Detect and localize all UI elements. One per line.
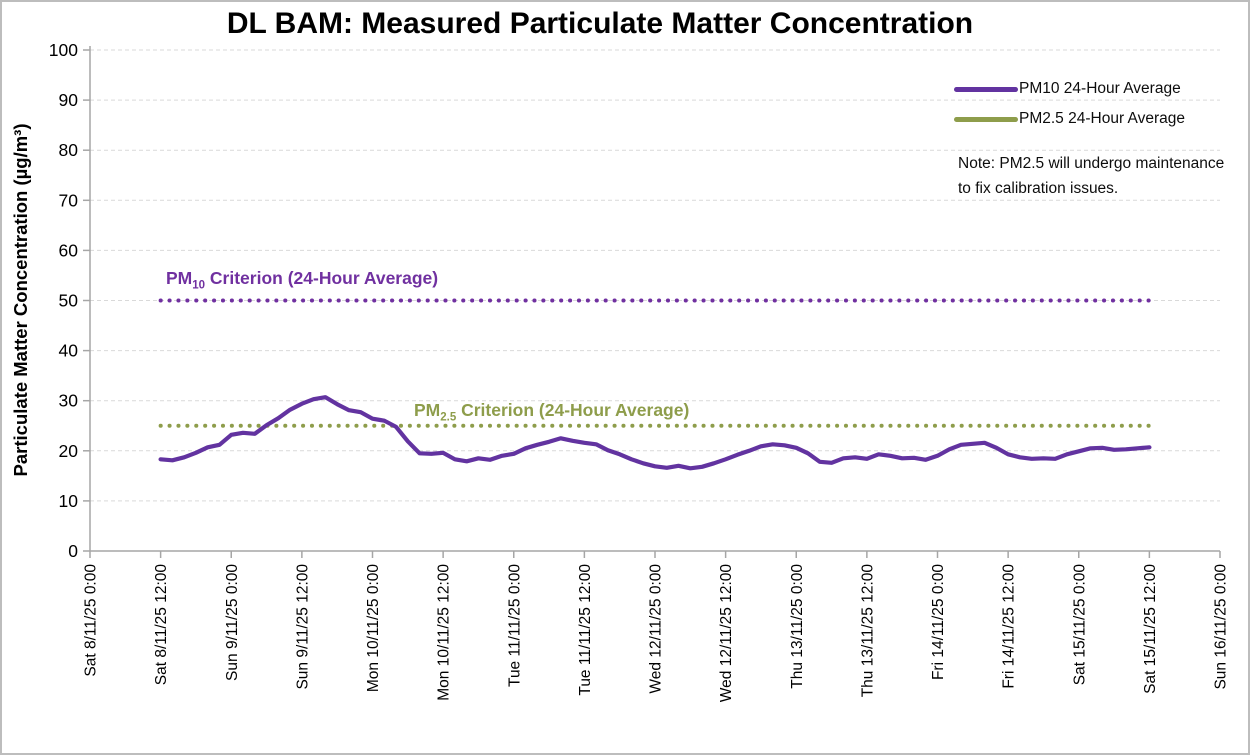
pm25-criterion-label-prefix: PM: [414, 400, 441, 420]
x-tick-label: Sat 8/11/25 12:00: [153, 564, 170, 686]
y-tick-label: 0: [68, 541, 78, 561]
x-tick-label: Mon 10/11/25 0:00: [365, 564, 382, 692]
y-tick-label: 90: [59, 90, 79, 110]
x-tick-label: Sat 15/11/25 0:00: [1071, 564, 1088, 686]
y-tick-label: 50: [59, 291, 79, 311]
x-tick-label: Sat 8/11/25 0:00: [83, 564, 100, 677]
y-tick-label: 40: [59, 341, 79, 361]
y-tick-label: 80: [59, 140, 79, 160]
legend-item-pm10: PM10 24-Hour Average: [954, 74, 1185, 104]
pm10-criterion-label-prefix: PM: [166, 268, 193, 288]
x-tick-label: Sat 15/11/25 12:00: [1142, 564, 1159, 694]
y-tick-label: 30: [59, 391, 79, 411]
x-tick-label: Sun 9/11/25 12:00: [294, 564, 311, 690]
legend-item-pm25: PM2.5 24-Hour Average: [954, 104, 1185, 134]
series-line-0: [158, 395, 1152, 471]
x-tick-label: Tue 11/11/25 0:00: [506, 564, 523, 687]
x-tick-label: Thu 13/11/25 0:00: [789, 564, 806, 689]
x-tick-label: Wed 12/11/25 12:00: [718, 564, 735, 703]
pm25-criterion-label: PM2.5 Criterion (24-Hour Average): [414, 400, 689, 424]
maintenance-note: Note: PM2.5 will undergo maintenance to …: [958, 155, 1225, 198]
data-series: [158, 395, 1152, 471]
x-tick-label: Fri 14/11/25 12:00: [1001, 564, 1018, 689]
y-tick-label: 20: [59, 441, 79, 461]
y-tick-labels: 0 10 20 30 40 50 60 70 80 90 100: [49, 40, 78, 561]
pm10-criterion-label: PM10 Criterion (24-Hour Average): [166, 268, 438, 292]
legend: PM10 24-Hour Average PM2.5 24-Hour Avera…: [954, 74, 1185, 134]
pm10-legend-marker-line: [954, 86, 1018, 92]
pm25-criterion-label-sub: 2.5: [440, 411, 457, 424]
x-tick-label: Wed 12/11/25 0:00: [648, 564, 665, 694]
x-tick-label: Mon 10/11/25 12:00: [436, 564, 453, 701]
pm10-criterion-label-sub: 10: [192, 279, 206, 292]
pm25-legend-marker-line: [954, 116, 1018, 122]
pm25-criterion-label-rest: Criterion (24-Hour Average): [456, 400, 690, 420]
axes: [83, 46, 1221, 558]
y-tick-label: 10: [59, 491, 79, 511]
y-axis-title: Particulate Matter Concentration (µg/m³): [10, 124, 31, 477]
y-tick-label: 60: [59, 240, 79, 260]
x-tick-label: Tue 11/11/25 12:00: [577, 564, 594, 696]
x-tick-label: Fri 14/11/25 0:00: [930, 564, 947, 680]
y-tick-label: 100: [49, 40, 78, 60]
y-tick-label: 70: [59, 190, 79, 210]
x-tick-labels: Sat 8/11/25 0:00 Sat 8/11/25 12:00 Sun 9/1…: [83, 564, 1230, 703]
x-tick-label: Thu 13/11/25 12:00: [859, 564, 876, 698]
chart-title: DL BAM: Measured Particulate Matter Conc…: [226, 7, 974, 40]
pm25-legend-label: PM2.5 24-Hour Average: [1019, 110, 1186, 127]
pm10-legend-label: PM10 24-Hour Average: [1019, 80, 1181, 97]
x-tick-label: Sun 9/11/25 0:00: [224, 564, 241, 681]
x-tick-label: Sun 16/11/25 0:00: [1213, 564, 1230, 690]
pm10-criterion-label-rest: Criterion (24-Hour Average): [205, 268, 439, 288]
